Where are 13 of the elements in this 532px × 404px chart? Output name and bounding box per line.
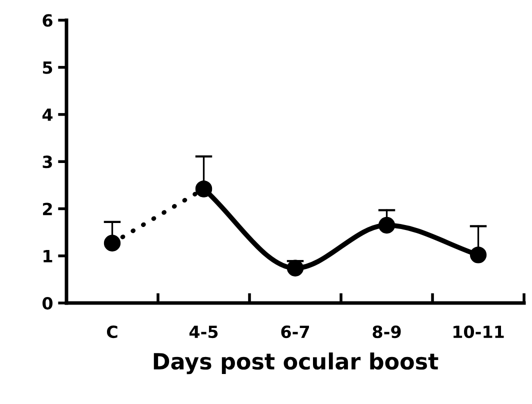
x-tick-label: 10-11 — [453, 326, 504, 338]
y-tick-label: 0 — [42, 296, 53, 310]
y-tick-label: 6 — [42, 14, 52, 27]
y-tick-label: 5 — [42, 62, 52, 74]
y-tick-label: 3 — [42, 156, 52, 168]
x-tick-label: 6-7 — [281, 326, 309, 338]
x-axis-title: Days post ocular boost — [154, 352, 438, 374]
x-tick-label: 4-5 — [189, 326, 218, 338]
x-tick-label: 8-9 — [372, 326, 401, 338]
y-tick-label: 1 — [44, 250, 52, 262]
x-tick-label: C — [106, 326, 118, 338]
y-tick-label: 4 — [42, 108, 53, 121]
y-tick-label: 2 — [43, 202, 52, 216]
